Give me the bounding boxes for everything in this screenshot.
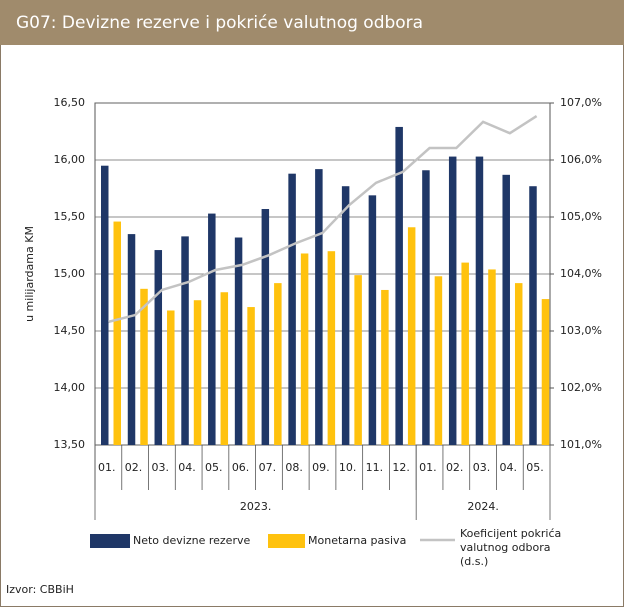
y-tick-label: 14,50: [54, 324, 86, 337]
bar: [341, 186, 350, 445]
bar: [127, 234, 136, 445]
bar: [300, 253, 309, 445]
y2-tick-label: 107,0%: [560, 96, 602, 109]
y-tick-label: 13,50: [54, 438, 86, 451]
bar: [327, 251, 336, 445]
bar: [475, 156, 484, 445]
y2-tick-label: 106,0%: [560, 153, 602, 166]
bar: [101, 165, 109, 445]
x-tick-label: 06.: [232, 461, 250, 474]
x-tick-label: 10.: [339, 461, 357, 474]
x-tick-label: 11.: [366, 461, 384, 474]
x-tick-label: 02.: [125, 461, 143, 474]
bar: [461, 262, 469, 445]
bar: [514, 283, 523, 445]
y-axis-label: u milijardama KM: [23, 226, 36, 322]
bar: [140, 288, 148, 445]
bar: [434, 276, 443, 445]
x-tick-label: 12.: [392, 461, 410, 474]
line: [108, 115, 538, 324]
bar: [381, 289, 389, 445]
bar: [502, 174, 510, 445]
bar: [315, 169, 323, 445]
y2-tick-label: 103,0%: [560, 324, 602, 337]
bar: [154, 250, 163, 445]
legend-label: Neto devizne rezerve: [133, 534, 251, 547]
bar: [181, 236, 189, 445]
y2-tick-label: 101,0%: [560, 438, 602, 451]
bar: [193, 300, 202, 445]
y2-tick-label: 104,0%: [560, 267, 602, 280]
y-tick-label: 15,50: [54, 210, 86, 223]
bar: [261, 209, 270, 445]
x-tick-label: 04.: [499, 461, 517, 474]
group-label: 2024.: [467, 500, 499, 513]
x-tick-label: 04.: [178, 461, 196, 474]
bar: [395, 126, 403, 445]
bar: [407, 227, 416, 445]
bar: [368, 195, 377, 445]
bar: [220, 292, 229, 445]
x-tick-label: 01.: [419, 461, 437, 474]
legend-label: Monetarna pasiva: [308, 534, 407, 547]
x-tick-label: 05.: [526, 461, 544, 474]
x-tick-label: 09.: [312, 461, 330, 474]
y2-tick-label: 102,0%: [560, 381, 602, 394]
header: [0, 0, 624, 45]
bar: [208, 213, 216, 445]
bar: [448, 156, 457, 445]
bar: [422, 170, 430, 445]
x-tick-label: 01.: [98, 461, 116, 474]
y-tick-label: 16,00: [54, 153, 86, 166]
legend-label: Koeficijent pokrića valutnog odbora (d.s…: [460, 527, 562, 568]
legend-swatch: [268, 534, 305, 548]
bar: [288, 173, 296, 445]
x-tick-label: 02.: [446, 461, 464, 474]
legend-swatch: [90, 534, 130, 548]
x-tick-label: 03.: [152, 461, 170, 474]
group-label: 2023.: [240, 500, 272, 513]
y-tick-label: 15,00: [54, 267, 86, 280]
source: Izvor: CBBiH: [6, 583, 74, 596]
x-tick-label: 07.: [259, 461, 277, 474]
bar: [113, 221, 121, 445]
bar: [274, 283, 282, 445]
bar: [488, 269, 496, 445]
bar: [354, 275, 362, 445]
bar: [167, 310, 175, 445]
chart-title: G07: Devizne rezerve i pokriće valutnog …: [16, 13, 423, 33]
bar: [234, 237, 243, 445]
x-tick-label: 03.: [473, 461, 491, 474]
x-tick-label: 05.: [205, 461, 223, 474]
y-tick-label: 14,00: [54, 381, 86, 394]
y2-tick-label: 105,0%: [560, 210, 602, 223]
y-tick-label: 16,50: [54, 96, 86, 109]
bar: [529, 186, 537, 445]
bar: [541, 299, 550, 445]
bar: [247, 307, 255, 445]
x-tick-label: 08.: [285, 461, 303, 474]
